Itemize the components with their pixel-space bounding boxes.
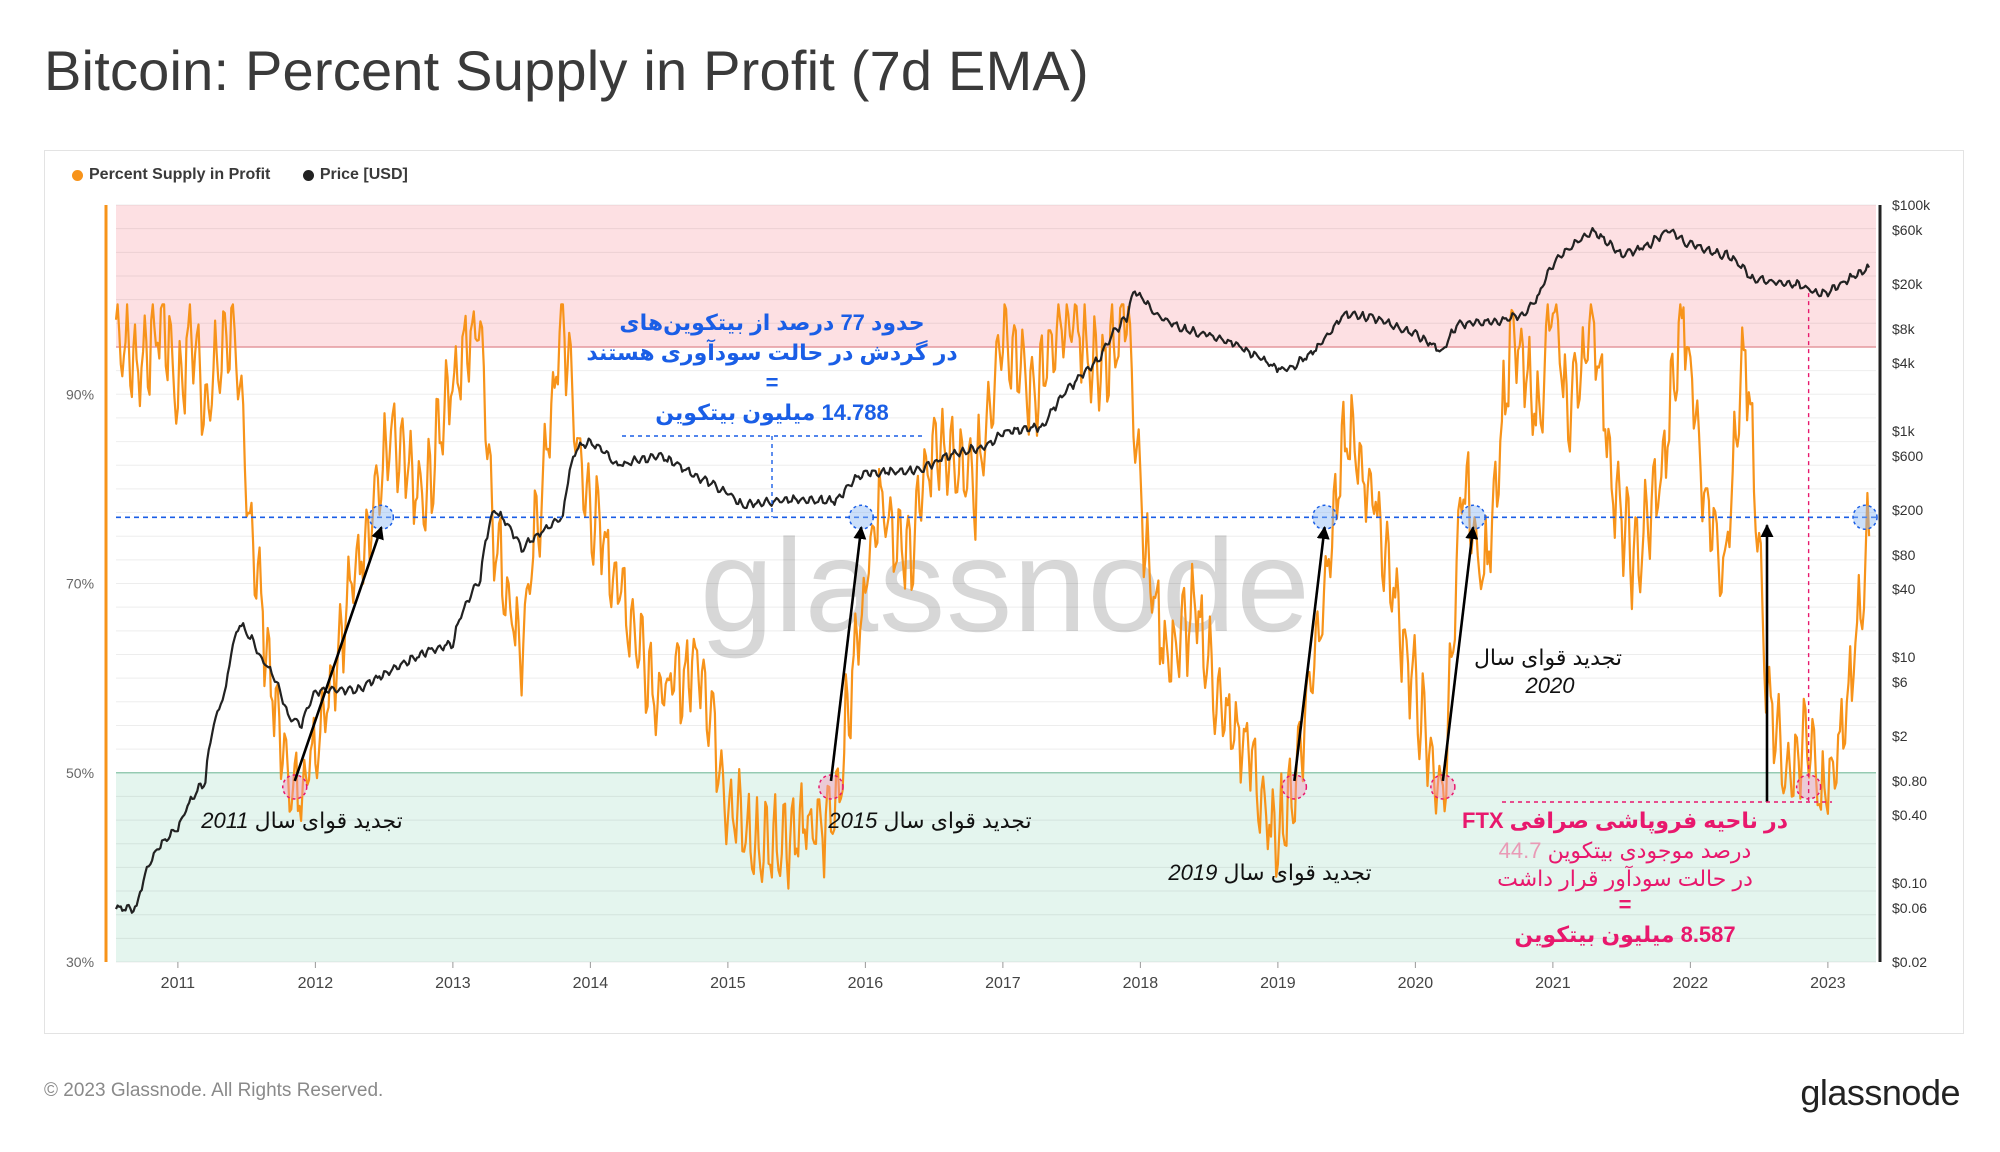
- right-tick-label: $1k: [1892, 423, 1916, 439]
- high-marker-circle: [1460, 504, 1486, 531]
- legend-dot-price: [302, 169, 314, 181]
- right-tick-label: $600: [1892, 448, 1923, 464]
- right-tick-label: $4k: [1892, 355, 1916, 371]
- high-marker-circle: [368, 504, 395, 531]
- right-tick-label: $6: [1892, 674, 1908, 690]
- left-tick-label: 50%: [66, 765, 94, 781]
- page-title: Bitcoin: Percent Supply in Profit (7d EM…: [44, 39, 1089, 102]
- glassnode-logo: glassnode: [1800, 1072, 1960, 1113]
- ftx-note-line3: در حالت سودآور قرار داشت: [1497, 865, 1753, 891]
- price-line: [114, 227, 1871, 914]
- legend-label-supply: Percent Supply in Profit: [89, 166, 271, 183]
- x-tick-label: 2013: [435, 975, 471, 992]
- right-tick-label: $2: [1892, 728, 1908, 744]
- legend-item-price[interactable]: Price [USD]: [302, 166, 408, 184]
- recovery-arrow: [1441, 525, 1479, 782]
- high-marker-circle: [1852, 504, 1878, 531]
- renewal-prefix: تجدید قوای سال: [877, 808, 1031, 833]
- right-tick-label: $0.02: [1892, 954, 1927, 970]
- renewal-year: 2015: [827, 808, 878, 833]
- x-tick-label: 2014: [573, 975, 609, 992]
- renewal-year: 2019: [1167, 860, 1217, 885]
- renewal-prefix: تجدید قوای سال: [1217, 860, 1371, 885]
- x-tick-label: 2022: [1673, 975, 1709, 992]
- x-tick-label: 2012: [298, 975, 334, 992]
- right-tick-label: $0.80: [1892, 773, 1927, 789]
- ftx-note-eq: =: [1619, 892, 1632, 917]
- left-tick-label: 90%: [66, 386, 94, 402]
- x-tick-label: 2015: [710, 975, 746, 992]
- recovery-arrow: [829, 525, 867, 782]
- legend-label-price: Price [USD]: [319, 166, 408, 183]
- x-tick-label: 2023: [1810, 975, 1846, 992]
- chart-legend: Percent Supply in Profit Price [USD]: [72, 166, 436, 186]
- x-tick-label: 2017: [985, 975, 1021, 992]
- high-marker-circle: [848, 504, 874, 531]
- low-marker-circle: [282, 774, 308, 800]
- lower-zone: [116, 772, 1876, 962]
- x-tick-label: 2018: [1123, 975, 1159, 992]
- legend-item-supply[interactable]: Percent Supply in Profit: [72, 166, 270, 184]
- right-tick-label: $200: [1892, 502, 1923, 518]
- blue-note-line: در گردش در حالت سودآوری هستند: [586, 338, 957, 366]
- left-tick-label: 30%: [66, 954, 94, 970]
- right-tick-label: $20k: [1892, 276, 1923, 292]
- upper-zone: [116, 205, 1876, 347]
- ftx-note-pct-line: درصد موجودی بیتکوین 44.7: [1499, 838, 1752, 863]
- recovery-arrow: [1293, 525, 1330, 782]
- blue-note-line: 14.788 میلیون بیتکوین: [655, 400, 889, 426]
- renewal-label: تجدید قوای سال 2019: [1167, 860, 1371, 885]
- ftx-note-pct-text: درصد موجودی بیتکوین: [1541, 838, 1751, 863]
- right-tick-label: $10: [1892, 649, 1916, 665]
- legend-dot-supply: [72, 169, 83, 181]
- right-tick-label: $80: [1892, 547, 1916, 563]
- right-tick-label: $100k: [1892, 197, 1931, 213]
- renewal-2020-prefix: تجدید قوای سال: [1474, 645, 1622, 670]
- blue-note-line: حدود 77 درصد از بیتکوین‌های: [619, 310, 924, 336]
- left-tick-label: 70%: [66, 576, 94, 592]
- x-tick-label: 2019: [1260, 975, 1296, 992]
- renewal-2020-year: 2020: [1525, 673, 1576, 698]
- renewal-prefix: تجدید قوای سال: [249, 808, 403, 833]
- right-tick-label: $0.10: [1892, 875, 1927, 891]
- x-tick-label: 2020: [1398, 975, 1434, 992]
- renewal-year: 2011: [200, 808, 248, 833]
- right-tick-label: $0.06: [1892, 900, 1927, 916]
- high-marker-circle: [1311, 504, 1338, 531]
- right-tick-label: $40: [1892, 581, 1916, 597]
- ftx-note-total: 8.587 میلیون بیتکوین: [1514, 922, 1735, 948]
- ftx-note-pct-value: 44.7: [1499, 838, 1542, 863]
- copyright-text: © 2023 Glassnode. All Rights Reserved.: [44, 1080, 384, 1101]
- supply-in-profit-line: [114, 303, 1871, 890]
- chart-panel: [44, 150, 1964, 1034]
- ftx-note-title: در ناحیه فروپاشی صرافی FTX: [1462, 808, 1788, 834]
- x-tick-label: 2021: [1535, 975, 1571, 992]
- renewal-label: تجدید قوای سال 2015: [827, 808, 1031, 833]
- renewal-label: تجدید قوای سال 2011: [200, 808, 403, 833]
- x-tick-label: 2011: [161, 975, 196, 992]
- x-tick-label: 2016: [848, 975, 884, 992]
- blue-note-line: =: [766, 370, 779, 395]
- recovery-arrow: [293, 526, 384, 782]
- right-tick-label: $0.40: [1892, 807, 1927, 823]
- right-tick-label: $60k: [1892, 222, 1923, 238]
- right-tick-label: $8k: [1892, 321, 1916, 337]
- low-marker-circle: [1795, 774, 1822, 800]
